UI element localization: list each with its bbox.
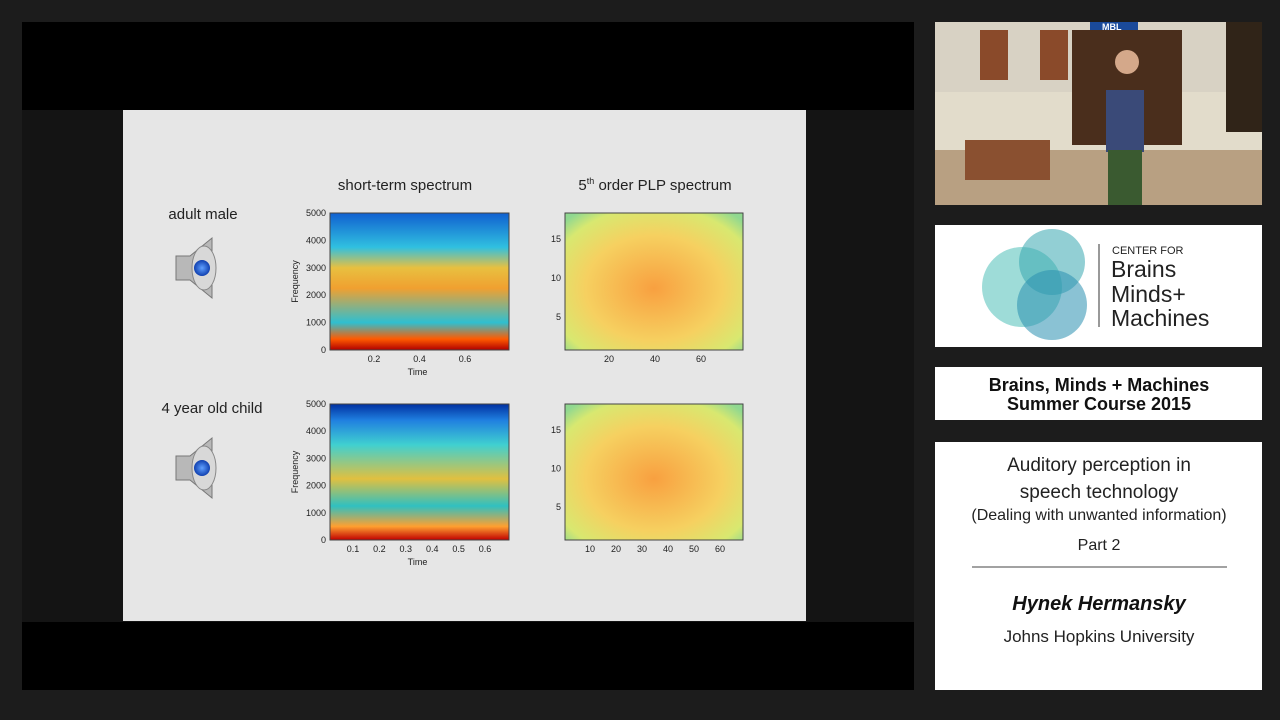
x-axis-label: Time <box>408 367 428 377</box>
speaker-icon <box>175 236 217 300</box>
y-axis-label: Frequency <box>290 260 300 303</box>
x-tick-label: 0.4 <box>426 544 439 554</box>
plp-title-rest: order PLP spectrum <box>594 177 731 194</box>
y-tick-label: 5 <box>556 502 561 512</box>
affiliation: Johns Hopkins University <box>1004 627 1195 646</box>
y-tick-label: 3000 <box>306 453 326 463</box>
y-tick-label: 3000 <box>306 263 326 273</box>
x-tick-label: 0.5 <box>452 544 465 554</box>
logo-line: Minds+ <box>1111 281 1186 307</box>
x-tick-label: 0.4 <box>413 354 426 364</box>
y-tick-label: 5000 <box>306 208 326 218</box>
camera-view: MBL <box>935 22 1262 205</box>
x-tick-label: 0.1 <box>347 544 360 554</box>
plp-title: 5th order PLP spectrum <box>578 176 731 194</box>
logo-line: Machines <box>1111 305 1209 331</box>
course-panel <box>935 367 1262 420</box>
spectrogram-image <box>329 403 510 541</box>
y-tick-label: 2000 <box>306 290 326 300</box>
y-tick-label: 15 <box>551 425 561 435</box>
y-tick-label: 15 <box>551 234 561 244</box>
x-tick-label: 40 <box>663 544 673 554</box>
lecture-title: speech technology <box>1020 482 1179 503</box>
spectrum-title: short-term spectrum <box>338 177 472 194</box>
x-tick-label: 20 <box>611 544 621 554</box>
speaker-icon <box>175 436 217 500</box>
spectrogram-image <box>329 212 510 351</box>
x-axis-label: Time <box>408 557 428 567</box>
speaker-label: adult male <box>168 206 237 223</box>
plp-title-num: 5 <box>578 177 586 194</box>
y-tick-label: 10 <box>551 464 561 474</box>
speaker-center <box>194 460 210 476</box>
course-line: Brains, Minds + Machines <box>989 375 1210 395</box>
speaker-center <box>194 260 210 276</box>
y-tick-label: 4000 <box>306 235 326 245</box>
logo-mark <box>982 229 1087 340</box>
x-tick-label: 0.3 <box>400 544 413 554</box>
y-tick-label: 5000 <box>306 399 326 409</box>
plp-title-sup: th <box>587 176 595 186</box>
y-tick-label: 0 <box>321 345 326 355</box>
y-tick-label: 1000 <box>306 318 326 328</box>
plp-image <box>564 212 744 351</box>
camera-sign: MBL <box>1102 22 1122 32</box>
y-tick-label: 1000 <box>306 508 326 518</box>
speaker-label: 4 year old child <box>162 400 263 417</box>
y-tick-label: 2000 <box>306 481 326 491</box>
logo-line: Brains <box>1111 256 1176 282</box>
y-tick-label: 5 <box>556 312 561 322</box>
x-tick-label: 0.6 <box>459 354 472 364</box>
x-tick-label: 0.2 <box>368 354 381 364</box>
course-line: Summer Course 2015 <box>1007 394 1191 414</box>
y-tick-label: 4000 <box>306 426 326 436</box>
x-tick-label: 60 <box>715 544 725 554</box>
lecture-panel <box>935 442 1262 690</box>
x-tick-label: 50 <box>689 544 699 554</box>
x-tick-label: 20 <box>604 354 614 364</box>
speaker: Hynek Hermansky <box>1012 593 1186 615</box>
lecture-part: Part 2 <box>1078 537 1121 554</box>
x-tick-label: 40 <box>650 354 660 364</box>
logo-center-for: CENTER FOR <box>1112 245 1184 257</box>
x-tick-label: 60 <box>696 354 706 364</box>
x-tick-label: 0.6 <box>479 544 492 554</box>
x-tick-label: 10 <box>585 544 595 554</box>
x-tick-label: 30 <box>637 544 647 554</box>
y-axis-label: Frequency <box>290 450 300 493</box>
plp-image <box>564 403 744 541</box>
lecture-subtitle: (Dealing with unwanted information) <box>971 507 1226 524</box>
y-tick-label: 0 <box>321 535 326 545</box>
lecture-title: Auditory perception in <box>1007 455 1191 476</box>
y-tick-label: 10 <box>551 273 561 283</box>
x-tick-label: 0.2 <box>373 544 386 554</box>
